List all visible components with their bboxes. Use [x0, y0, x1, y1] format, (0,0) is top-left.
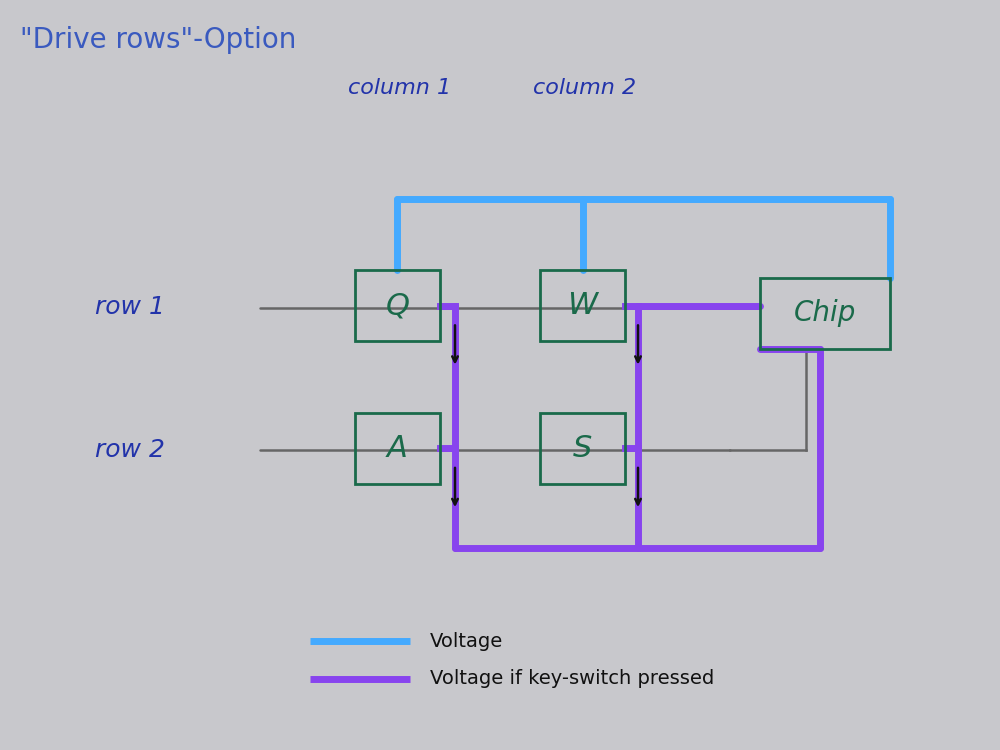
Text: "Drive rows"-Option: "Drive rows"-Option — [20, 26, 296, 54]
Bar — [760, 278, 890, 349]
Text: Voltage if key-switch pressed: Voltage if key-switch pressed — [430, 669, 714, 688]
Text: column 2: column 2 — [533, 77, 637, 98]
Text: Q: Q — [385, 291, 410, 320]
Text: A: A — [387, 433, 408, 463]
Text: Voltage: Voltage — [430, 632, 503, 651]
Text: row 2: row 2 — [95, 438, 165, 462]
Bar — [540, 270, 625, 341]
Text: Chip: Chip — [794, 299, 856, 327]
Bar — [355, 413, 440, 484]
Text: W: W — [567, 291, 598, 320]
Bar — [540, 413, 625, 484]
Text: S: S — [573, 433, 592, 463]
Text: column 1: column 1 — [348, 77, 452, 98]
Text: row 1: row 1 — [95, 296, 165, 320]
Bar — [355, 270, 440, 341]
